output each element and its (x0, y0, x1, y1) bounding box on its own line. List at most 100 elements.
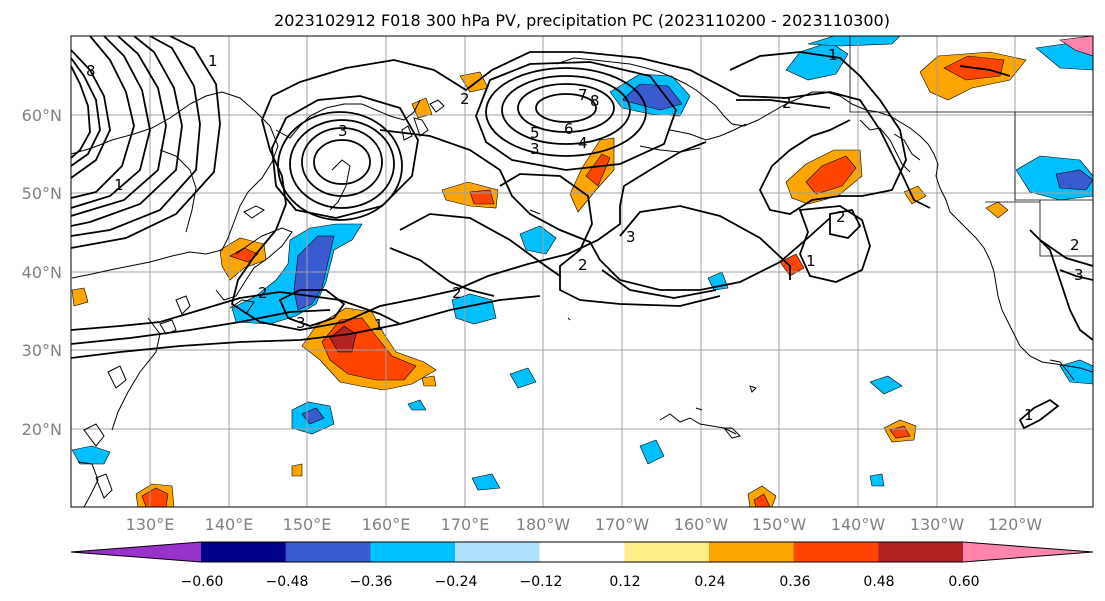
precip-area (985, 201, 1009, 219)
contour-label: 2 (782, 94, 792, 112)
contour-label: 1 (114, 176, 124, 194)
precip-area (639, 439, 665, 465)
contour-label: 6 (564, 120, 574, 138)
precip-area (421, 375, 437, 387)
lon-label: 140°W (831, 515, 886, 534)
lat-label: 50°N (22, 184, 62, 203)
precipitation-shading (71, 36, 1093, 507)
precip-area (869, 375, 903, 395)
colorbar-segment (455, 542, 541, 562)
colorbar-segment (624, 542, 710, 562)
precip-area (471, 473, 501, 491)
map-content: 1 2 3 4 5 6 7 8 1 2 3 2 3 1 2 3 2 2 1 1 … (71, 36, 1093, 507)
lon-label: 170°W (595, 515, 650, 534)
colorbar-tick-label: −0.36 (350, 574, 393, 590)
contour-label: 5 (530, 124, 540, 142)
lon-label: 130°E (126, 515, 175, 534)
precip-area (869, 473, 885, 487)
latitude-labels: 60°N 50°N 40°N 30°N 20°N (22, 106, 62, 439)
lon-label: 120°W (988, 515, 1043, 534)
precip-area (519, 225, 557, 255)
colorbar-segment (709, 542, 795, 562)
precip-area (293, 235, 335, 311)
contour-label: 2 (1070, 236, 1080, 254)
precip-area (451, 293, 497, 325)
precip-area (71, 287, 89, 307)
coastlines (71, 57, 1093, 507)
contour-label: 1 (374, 316, 384, 334)
contour-label: 2 (460, 90, 470, 108)
precip-area (291, 463, 303, 477)
contour-label: 7 (578, 86, 588, 104)
contour-label: 4 (578, 134, 588, 152)
colorbar-tick-label: −0.48 (266, 574, 309, 590)
precip-area (805, 155, 857, 195)
colorbar-tick-label: −0.24 (435, 574, 478, 590)
lat-label: 20°N (22, 420, 62, 439)
contour-label: 2 (258, 284, 268, 302)
lon-label: 160°E (362, 515, 411, 534)
contour-labels: 1 2 3 4 5 6 7 8 1 2 3 2 3 1 2 3 2 2 1 1 … (86, 46, 1084, 424)
colorbar-labels: −0.60 −0.48 −0.36 −0.24 −0.12 0.12 0.24 … (181, 574, 980, 590)
colorbar-tick-label: 0.60 (948, 574, 979, 590)
colorbar-segment (370, 542, 456, 562)
contour-label: 3 (530, 140, 540, 158)
contour-label: 1 (828, 46, 838, 64)
colorbar-tick-label: 0.36 (779, 574, 810, 590)
colorbar-segment (201, 542, 287, 562)
precip-area (229, 247, 259, 263)
colorbar-segment (878, 542, 964, 562)
contour-label: 1 (208, 52, 218, 70)
contour-label: 3 (626, 228, 636, 246)
colorbar-tick-label: 0.12 (609, 574, 640, 590)
precip-area (411, 97, 433, 119)
colorbar-segment (285, 542, 371, 562)
contour-label: 2 (452, 284, 462, 302)
colorbar-segment (71, 542, 201, 562)
lon-label: 160°W (674, 515, 729, 534)
contour-label: 3 (338, 122, 348, 140)
precip-area (141, 487, 169, 507)
lon-label: 180°W (516, 515, 571, 534)
precip-area (459, 71, 489, 93)
contour-label: 2 (836, 208, 846, 226)
colorbar-tick-label: 0.24 (694, 574, 725, 590)
lon-label: 150°W (752, 515, 807, 534)
contour-label: 3 (1074, 266, 1084, 284)
contour-label: 2 (578, 256, 588, 274)
longitude-labels: 130°E 140°E 150°E 160°E 170°E 180°W 170°… (126, 515, 1043, 534)
contour-label: 1 (1024, 406, 1034, 424)
contour-label: 8 (590, 92, 600, 110)
lon-label: 170°E (441, 515, 490, 534)
precip-area (753, 493, 771, 507)
precip-area (779, 253, 805, 277)
borders (849, 36, 1093, 257)
lon-label: 150°E (283, 515, 332, 534)
contour-label: 1 (806, 252, 816, 270)
precip-area (807, 36, 901, 47)
map-frame (70, 35, 1094, 508)
precip-area (1059, 36, 1093, 57)
colorbar-segment (793, 542, 879, 562)
precip-area (1055, 169, 1093, 191)
colorbar-outline (70, 541, 1094, 563)
colorbar-tick-label: −0.60 (181, 574, 224, 590)
lon-label: 130°W (910, 515, 965, 534)
lat-label: 60°N (22, 106, 62, 125)
pv-contours (71, 36, 1093, 430)
precip-area (469, 189, 495, 205)
lon-label: 140°E (205, 515, 254, 534)
lat-label: 40°N (22, 263, 62, 282)
lat-label: 30°N (22, 341, 62, 360)
colorbar (70, 541, 1094, 563)
precip-area (509, 367, 537, 389)
colorbar-segment (963, 542, 1093, 562)
precip-area (407, 399, 427, 411)
contour-label: 3 (296, 314, 306, 332)
colorbar-tick-label: −0.12 (520, 574, 563, 590)
colorbar-tick-label: 0.48 (863, 574, 894, 590)
map-title: 2023102912 F018 300 hPa PV, precipitatio… (274, 11, 890, 30)
colorbar-segment (539, 542, 625, 562)
